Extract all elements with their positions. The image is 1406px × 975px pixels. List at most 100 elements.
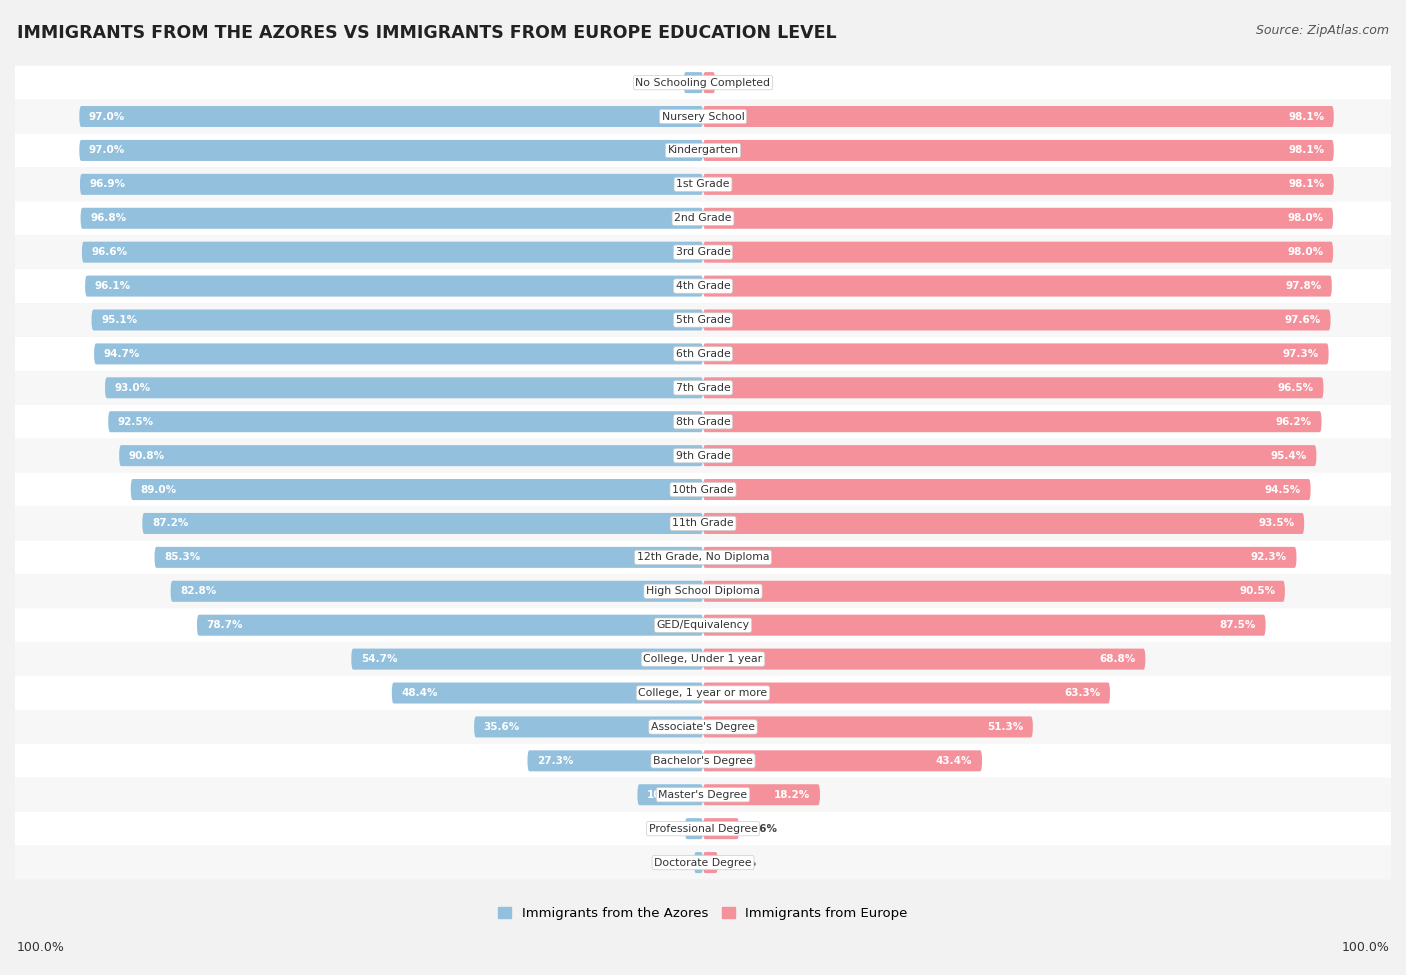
Text: 1st Grade: 1st Grade: [676, 179, 730, 189]
Text: 90.8%: 90.8%: [129, 450, 165, 460]
Text: 98.1%: 98.1%: [1288, 111, 1324, 122]
FancyBboxPatch shape: [703, 140, 1334, 161]
Text: 3.0%: 3.0%: [645, 78, 673, 88]
FancyBboxPatch shape: [86, 276, 703, 296]
FancyBboxPatch shape: [15, 506, 1391, 540]
Text: 95.4%: 95.4%: [1271, 450, 1306, 460]
Text: 18.2%: 18.2%: [775, 790, 810, 799]
Text: 87.5%: 87.5%: [1219, 620, 1256, 630]
FancyBboxPatch shape: [703, 818, 740, 839]
Text: 93.5%: 93.5%: [1258, 519, 1295, 528]
Text: 5th Grade: 5th Grade: [676, 315, 730, 325]
Text: 5.6%: 5.6%: [748, 824, 778, 834]
FancyBboxPatch shape: [15, 405, 1391, 439]
Text: 92.3%: 92.3%: [1251, 553, 1286, 563]
Text: Doctorate Degree: Doctorate Degree: [654, 858, 752, 868]
FancyBboxPatch shape: [15, 540, 1391, 574]
FancyBboxPatch shape: [15, 168, 1391, 201]
Text: 94.7%: 94.7%: [104, 349, 141, 359]
FancyBboxPatch shape: [105, 377, 703, 399]
FancyBboxPatch shape: [79, 140, 703, 161]
FancyBboxPatch shape: [120, 446, 703, 466]
Text: 11th Grade: 11th Grade: [672, 519, 734, 528]
FancyBboxPatch shape: [15, 439, 1391, 473]
FancyBboxPatch shape: [392, 682, 703, 704]
Text: 98.1%: 98.1%: [1288, 179, 1324, 189]
Text: 90.5%: 90.5%: [1239, 586, 1275, 597]
Text: 12th Grade, No Diploma: 12th Grade, No Diploma: [637, 553, 769, 563]
FancyBboxPatch shape: [170, 581, 703, 602]
Text: Professional Degree: Professional Degree: [648, 824, 758, 834]
FancyBboxPatch shape: [703, 343, 1329, 365]
Text: Kindergarten: Kindergarten: [668, 145, 738, 155]
Text: 96.9%: 96.9%: [90, 179, 125, 189]
Text: College, Under 1 year: College, Under 1 year: [644, 654, 762, 664]
FancyBboxPatch shape: [703, 784, 820, 805]
Text: No Schooling Completed: No Schooling Completed: [636, 78, 770, 88]
Text: 93.0%: 93.0%: [115, 383, 150, 393]
FancyBboxPatch shape: [703, 377, 1323, 399]
FancyBboxPatch shape: [703, 72, 716, 94]
FancyBboxPatch shape: [703, 614, 1265, 636]
FancyBboxPatch shape: [15, 473, 1391, 506]
Text: 100.0%: 100.0%: [17, 941, 65, 955]
Text: 78.7%: 78.7%: [207, 620, 243, 630]
Text: 48.4%: 48.4%: [402, 688, 437, 698]
FancyBboxPatch shape: [197, 614, 703, 636]
Text: 54.7%: 54.7%: [361, 654, 398, 664]
FancyBboxPatch shape: [15, 269, 1391, 303]
FancyBboxPatch shape: [703, 581, 1285, 602]
FancyBboxPatch shape: [637, 784, 703, 805]
Text: 27.3%: 27.3%: [537, 756, 574, 765]
FancyBboxPatch shape: [15, 370, 1391, 405]
Text: 87.2%: 87.2%: [152, 519, 188, 528]
Text: 94.5%: 94.5%: [1265, 485, 1301, 494]
Text: 96.8%: 96.8%: [90, 214, 127, 223]
FancyBboxPatch shape: [703, 174, 1334, 195]
FancyBboxPatch shape: [703, 513, 1305, 534]
FancyBboxPatch shape: [474, 717, 703, 737]
FancyBboxPatch shape: [15, 574, 1391, 608]
FancyBboxPatch shape: [15, 812, 1391, 845]
Text: 97.0%: 97.0%: [89, 111, 125, 122]
FancyBboxPatch shape: [15, 643, 1391, 676]
Text: 51.3%: 51.3%: [987, 722, 1024, 732]
FancyBboxPatch shape: [703, 717, 1033, 737]
FancyBboxPatch shape: [703, 479, 1310, 500]
FancyBboxPatch shape: [352, 648, 703, 670]
Text: GED/Equivalency: GED/Equivalency: [657, 620, 749, 630]
Legend: Immigrants from the Azores, Immigrants from Europe: Immigrants from the Azores, Immigrants f…: [494, 902, 912, 925]
Text: 96.2%: 96.2%: [1275, 416, 1312, 427]
Text: 9th Grade: 9th Grade: [676, 450, 730, 460]
Text: High School Diploma: High School Diploma: [647, 586, 759, 597]
Text: 4th Grade: 4th Grade: [676, 281, 730, 292]
FancyBboxPatch shape: [685, 818, 703, 839]
Text: 2.3%: 2.3%: [727, 858, 756, 868]
Text: Bachelor's Degree: Bachelor's Degree: [652, 756, 754, 765]
Text: Associate's Degree: Associate's Degree: [651, 722, 755, 732]
Text: Master's Degree: Master's Degree: [658, 790, 748, 799]
FancyBboxPatch shape: [703, 276, 1331, 296]
FancyBboxPatch shape: [683, 72, 703, 94]
FancyBboxPatch shape: [703, 852, 718, 873]
FancyBboxPatch shape: [703, 242, 1333, 262]
Text: 3rd Grade: 3rd Grade: [675, 248, 731, 257]
FancyBboxPatch shape: [15, 845, 1391, 879]
FancyBboxPatch shape: [703, 446, 1316, 466]
Text: 97.6%: 97.6%: [1285, 315, 1320, 325]
FancyBboxPatch shape: [82, 242, 703, 262]
Text: 10.2%: 10.2%: [647, 790, 683, 799]
FancyBboxPatch shape: [15, 778, 1391, 812]
FancyBboxPatch shape: [15, 744, 1391, 778]
FancyBboxPatch shape: [703, 648, 1146, 670]
Text: 10th Grade: 10th Grade: [672, 485, 734, 494]
Text: Source: ZipAtlas.com: Source: ZipAtlas.com: [1256, 24, 1389, 37]
Text: 97.8%: 97.8%: [1286, 281, 1322, 292]
Text: 98.0%: 98.0%: [1288, 248, 1323, 257]
FancyBboxPatch shape: [15, 337, 1391, 370]
FancyBboxPatch shape: [703, 208, 1333, 229]
FancyBboxPatch shape: [155, 547, 703, 567]
FancyBboxPatch shape: [703, 309, 1330, 331]
FancyBboxPatch shape: [15, 99, 1391, 134]
Text: 97.0%: 97.0%: [89, 145, 125, 155]
